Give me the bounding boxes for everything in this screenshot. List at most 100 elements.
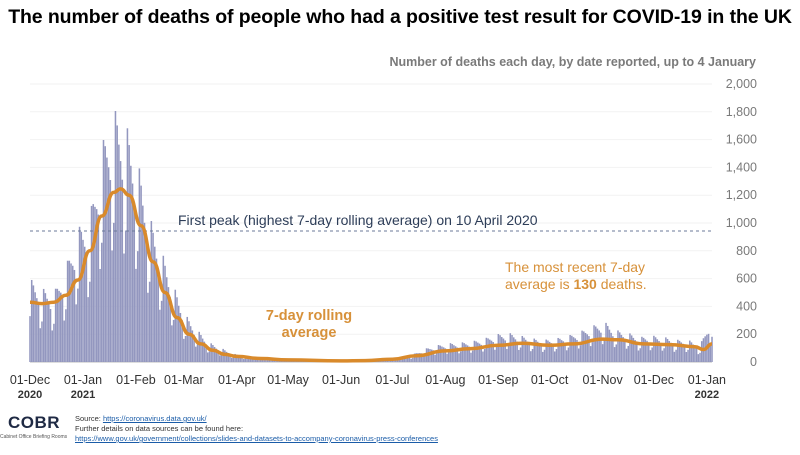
daily-bar [265,358,267,362]
daily-bar [114,111,117,363]
daily-bar [430,349,433,362]
daily-bar [571,335,573,362]
x-tick-label: 01-Apr [218,373,256,387]
daily-bar [523,337,525,362]
x-tick-label: 01-Jan [64,373,102,387]
daily-bar [601,344,604,362]
daily-bar [95,209,98,362]
daily-bar [213,346,216,362]
daily-bar [470,352,472,362]
daily-bar [555,349,558,362]
daily-bar [191,330,194,362]
daily-bar [206,352,209,362]
daily-bar [581,330,583,362]
y-tick-label: 1,200 [726,188,757,202]
daily-bar [239,356,242,362]
daily-bar [422,356,424,362]
daily-bar [666,338,669,362]
source-link[interactable]: https://coronavirus.data.gov.uk/ [102,414,207,423]
daily-bar [448,351,450,362]
daily-bar [562,341,565,362]
source-label: Source: [75,414,103,423]
daily-bar [133,202,136,362]
daily-bar [589,346,592,362]
daily-bar [524,339,527,362]
daily-bar [159,309,161,362]
daily-bar [63,320,65,362]
daily-bar [490,340,493,362]
daily-bar [683,345,686,362]
daily-bar [128,145,130,362]
x-tick-year: 2022 [695,389,719,401]
daily-bar [210,343,212,362]
daily-bar [131,183,134,362]
daily-bar [198,331,200,362]
daily-bar [135,268,137,362]
daily-bar [56,288,59,362]
daily-bar [256,359,259,362]
daily-bar [410,358,412,362]
daily-bar [229,354,231,362]
daily-bar [41,321,43,362]
daily-bar [610,332,612,362]
daily-bar [268,359,271,362]
daily-bar [420,353,423,362]
daily-bar [461,342,464,362]
daily-bar [613,347,616,362]
daily-bar [54,288,57,362]
daily-bar [388,360,390,362]
daily-bar [521,335,524,362]
daily-bar [212,345,214,362]
daily-bar [518,349,520,362]
daily-bar [499,335,501,362]
daily-bar [237,355,240,362]
daily-bar [111,250,113,362]
daily-bar [689,340,691,362]
daily-bar [126,128,129,362]
daily-bar [690,342,693,362]
daily-bar [471,350,474,362]
daily-bar [567,347,570,362]
daily-bar [203,341,206,362]
daily-bar [82,239,84,362]
daily-bar [644,339,647,362]
daily-bar [171,325,173,362]
daily-bar [685,351,688,362]
daily-bar [545,339,547,362]
daily-bar [119,161,122,362]
daily-bar [605,322,607,362]
daily-bar [639,348,641,362]
daily-bar [465,344,467,362]
daily-bar [680,342,683,362]
details-link[interactable]: https://www.gov.uk/government/collection… [75,434,438,443]
details-text: Further details on data sources can be f… [75,424,244,433]
daily-bar [677,339,679,362]
daily-bar [441,346,443,362]
daily-bar [487,338,489,362]
daily-bar [99,268,101,362]
daily-bar [483,349,486,362]
daily-bar [124,230,127,362]
daily-bar [699,352,701,362]
daily-bar [687,349,689,362]
daily-bar [579,345,582,362]
daily-bar [164,265,166,362]
x-tick-label: 01-Jul [375,373,409,387]
daily-bar [116,125,118,362]
daily-bar [709,343,712,362]
daily-bar [154,246,156,362]
daily-bar [670,342,672,362]
daily-bar [533,338,536,362]
recent-average-note: The most recent 7-day average is 130 dea… [505,259,665,293]
daily-bar [468,346,471,362]
daily-bar [217,350,219,362]
daily-bar [627,345,630,362]
daily-bar [618,332,621,362]
daily-bar [651,347,653,362]
x-tick-label: 01-Feb [116,373,156,387]
daily-bar [647,342,650,362]
daily-bar [188,321,190,362]
daily-bar [167,287,170,362]
daily-bar [90,205,93,362]
daily-bar [653,335,655,362]
